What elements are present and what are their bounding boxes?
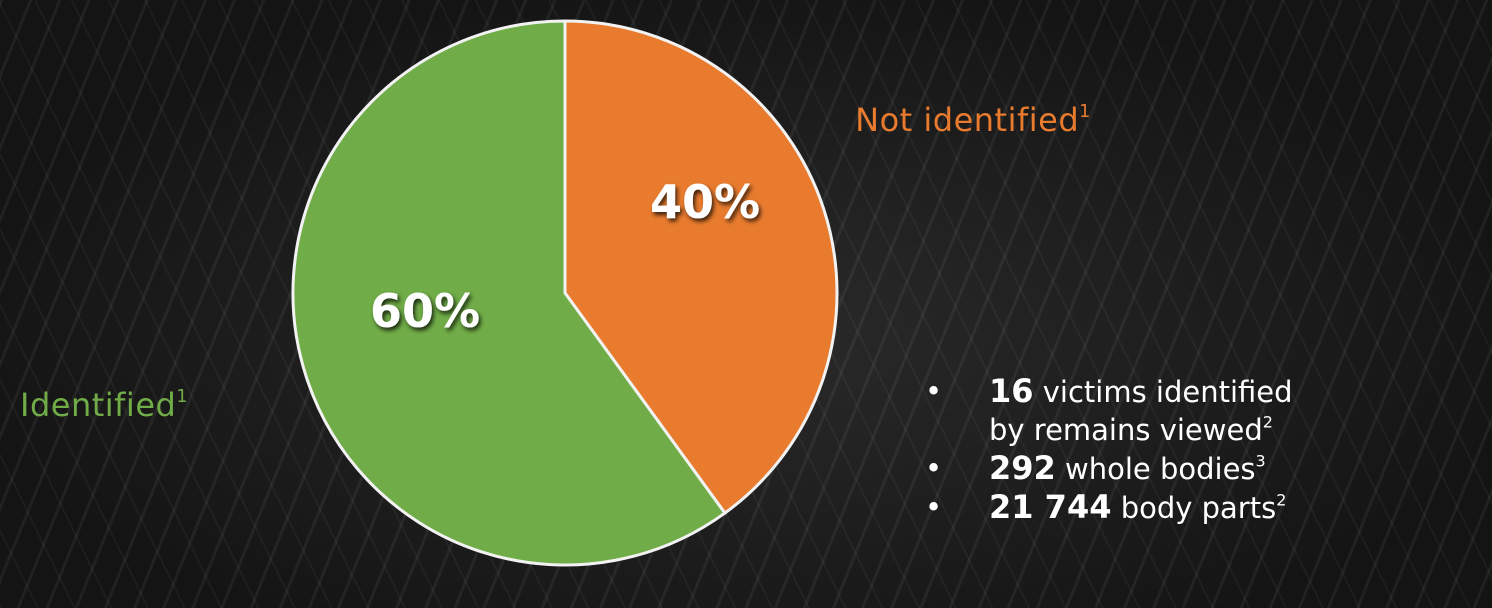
bullet: • — [925, 374, 943, 408]
legend-label-not-identified: Not identified1 — [848, 100, 1098, 140]
label-text: Identified — [20, 386, 177, 424]
stat-text: body parts — [1120, 491, 1277, 525]
legend-label-identified: Identified1 — [20, 385, 188, 425]
slice-value-label: 40% — [650, 175, 760, 229]
bullet: • — [925, 451, 943, 485]
footnote-marker: 1 — [1079, 101, 1091, 122]
stat-item-victims: • 16 victims identified by remains viewe… — [925, 372, 1293, 449]
footnote-marker: 3 — [1255, 451, 1266, 471]
footnote-marker: 2 — [1262, 412, 1273, 432]
stat-item-whole-bodies: • 292 whole bodies3 — [925, 449, 1293, 488]
label-text: Not identified — [855, 101, 1080, 139]
footnote-marker: 1 — [176, 386, 189, 407]
slice-value-label: 60% — [370, 284, 480, 338]
pie-slice-not-identified — [563, 19, 839, 515]
stat-number: 21 744 — [989, 488, 1112, 526]
stat-text-continued: by remains viewed2 — [989, 412, 1273, 447]
stat-text: victims identified — [1042, 375, 1293, 409]
stat-number: 16 — [989, 372, 1034, 410]
pie-slice-identified — [291, 19, 727, 567]
stat-item-body-parts: • 21 744 body parts2 — [925, 488, 1293, 527]
bullet: • — [925, 490, 943, 524]
stats-list: • 16 victims identified by remains viewe… — [925, 372, 1293, 527]
stat-text: whole bodies — [1065, 452, 1256, 486]
stat-number: 292 — [989, 449, 1056, 487]
footnote-marker: 2 — [1276, 490, 1287, 510]
